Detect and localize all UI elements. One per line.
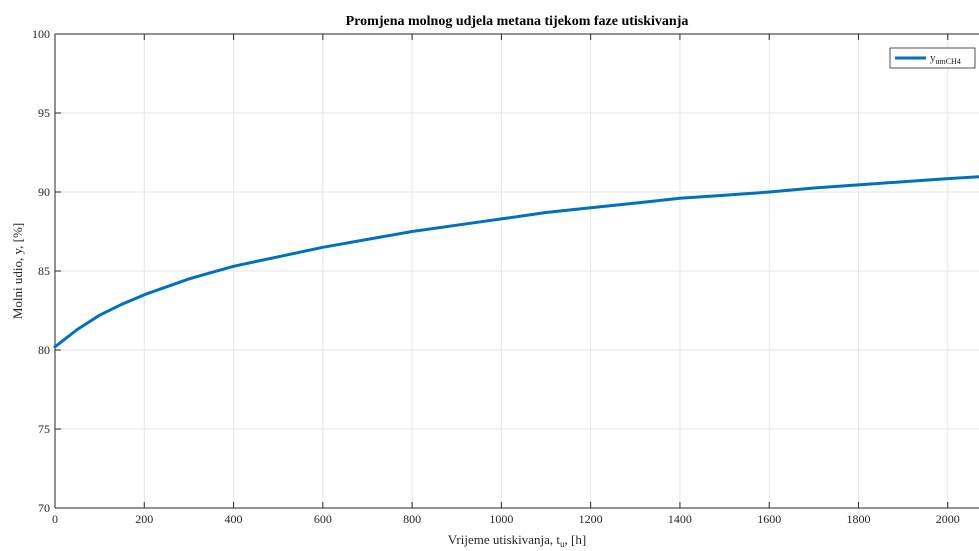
x-axis-label-suffix: , [h] [565,532,587,547]
ticks: 0 200 400 600 800 1000 1200 1400 1600 1800 2000 70 7… [32,27,960,526]
x-axis-label: Vrijeme utiskivanja, tu, [h] [448,532,586,549]
x-tick-label-9: 1800 [846,512,870,526]
legend-box [889,47,976,69]
y-tick-label-1: 75 [38,422,50,436]
series-line-0 [53,175,979,349]
x-tick-label-8: 1600 [757,512,781,526]
legend-entry-label: yumCH4 [930,52,961,66]
legend-entry-main: y [930,52,936,64]
x-tick-label-7: 1400 [668,512,692,526]
y-tick-label-4: 90 [38,185,50,199]
y-axis-label: Molni udio, y, [%] [10,223,25,319]
x-axis-label-subscript: u [560,539,565,549]
grid [55,34,979,508]
x-tick-label-3: 600 [314,512,332,526]
y-tick-label-6: 100 [32,27,50,41]
x-tick-label-0: 0 [52,512,58,526]
y-tick-label-0: 70 [38,501,50,515]
x-tick-label-4: 800 [403,512,421,526]
chart-title: Promjena molnog udjela metana tijekom fa… [346,14,689,29]
x-axis-label-main: Vrijeme utiskivanja, t [448,532,561,547]
legend: yumCH4 [889,47,976,69]
x-tick-label-5: 1000 [489,512,513,526]
x-tick-label-1: 200 [135,512,153,526]
x-tick-label-10: 2000 [936,512,960,526]
x-tick-label-6: 1200 [579,512,603,526]
y-tick-label-2: 80 [38,343,50,357]
x-tick-label-2: 400 [225,512,243,526]
y-tick-label-3: 85 [38,264,50,278]
series-group [53,175,979,349]
legend-entry-subscript: umCH4 [936,57,961,66]
y-tick-label-5: 95 [38,106,50,120]
